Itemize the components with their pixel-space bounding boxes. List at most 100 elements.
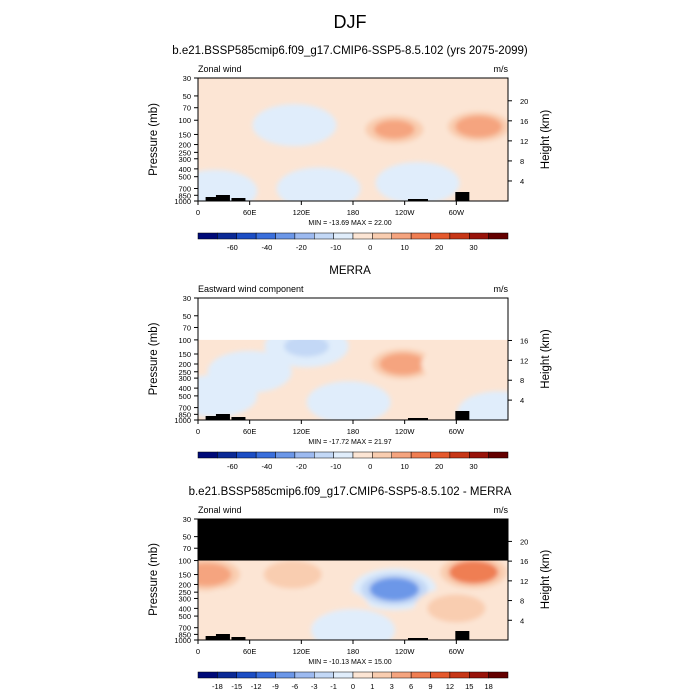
topography-mark bbox=[205, 197, 220, 201]
topography-mark bbox=[215, 634, 230, 640]
min-max-stats: MIN = -13.69 MAX = 22.00 bbox=[308, 220, 391, 227]
colorbar-swatch bbox=[391, 671, 412, 679]
x-tick-label: 180 bbox=[347, 427, 360, 436]
colorbar-label: 1 bbox=[370, 682, 374, 691]
colorbar-swatch bbox=[197, 671, 218, 679]
y-tick-label: 300 bbox=[178, 155, 191, 164]
contour-fill bbox=[383, 355, 423, 374]
colorbar-swatch bbox=[469, 671, 489, 679]
colorbar-swatch bbox=[449, 451, 470, 459]
panel-title: b.e21.BSSP585cmip6.f09_g17.CMIP6-SSP5-8.… bbox=[172, 45, 528, 57]
colorbar-swatch bbox=[372, 671, 392, 679]
colorbar-label: 18 bbox=[484, 682, 492, 691]
contour-fill bbox=[438, 352, 488, 376]
panel-left-label: Zonal wind bbox=[198, 64, 242, 74]
colorbar-swatch bbox=[372, 451, 392, 459]
panel-units: m/s bbox=[494, 505, 509, 515]
contour-fill bbox=[263, 560, 322, 589]
contour-fill bbox=[306, 381, 391, 420]
colorbar-label: -12 bbox=[251, 682, 262, 691]
plot-area bbox=[198, 78, 508, 201]
y-tick-label: 500 bbox=[178, 173, 191, 182]
contour-fill bbox=[198, 562, 232, 587]
colorbar-swatch bbox=[391, 232, 412, 240]
x-tick-label: 120E bbox=[293, 427, 311, 436]
colorbar: -18 -15 -12 -9 -6 -3 -1 0 1 3 6 9 12 15 18 bbox=[197, 671, 509, 691]
y-tick-label: 30 bbox=[183, 74, 191, 83]
y-tick-label: 200 bbox=[178, 360, 191, 369]
colorbar-swatch bbox=[197, 232, 218, 240]
colorbar-swatch bbox=[236, 671, 257, 679]
colorbar-label: 30 bbox=[469, 462, 477, 471]
colorbar-label: 0 bbox=[368, 243, 372, 252]
x-tick-label: 120W bbox=[395, 208, 416, 217]
colorbar-swatch bbox=[333, 451, 354, 459]
colorbar: -60 -40 -20 -10 0 10 20 30 bbox=[197, 451, 509, 471]
y2-tick-label: 4 bbox=[520, 616, 524, 625]
colorbar-label: 0 bbox=[368, 462, 372, 471]
y-axis-label: Pressure (mb) bbox=[148, 543, 160, 616]
contour-fill bbox=[457, 391, 508, 420]
topography-mark bbox=[455, 192, 470, 201]
y-tick-label: 850 bbox=[178, 191, 191, 200]
colorbar-swatch bbox=[217, 671, 237, 679]
colorbar-swatch bbox=[314, 451, 334, 459]
colorbar-swatch bbox=[217, 232, 237, 240]
colorbar-swatch bbox=[488, 232, 509, 240]
y2-tick-label: 12 bbox=[520, 137, 528, 146]
contour-fill bbox=[375, 162, 460, 201]
colorbar-label: -20 bbox=[296, 462, 307, 471]
x-tick-label: 60E bbox=[243, 208, 256, 217]
y-tick-label: 100 bbox=[178, 116, 191, 125]
colorbar-swatch bbox=[449, 671, 470, 679]
plot-area bbox=[198, 519, 508, 640]
contour-fill bbox=[374, 120, 415, 139]
y-tick-label: 150 bbox=[178, 350, 191, 359]
contour-fill bbox=[198, 374, 258, 417]
colorbar-label: -10 bbox=[330, 243, 341, 252]
colorbar-label: 10 bbox=[400, 243, 408, 252]
panel-1: b.e21.BSSP585cmip6.f09_g17.CMIP6-SSP5-8.… bbox=[148, 45, 552, 252]
colorbar-swatch bbox=[314, 671, 334, 679]
y-tick-label: 1000 bbox=[174, 636, 191, 645]
topography-mark bbox=[205, 636, 220, 640]
colorbar-label: 9 bbox=[428, 682, 432, 691]
y-tick-label: 250 bbox=[178, 148, 191, 157]
colorbar-label: -1 bbox=[330, 682, 337, 691]
colorbar-swatch bbox=[236, 232, 257, 240]
topography-mark bbox=[231, 198, 246, 201]
colorbar-label: 12 bbox=[446, 682, 454, 691]
y2-tick-label: 8 bbox=[520, 376, 524, 385]
y2-tick-label: 8 bbox=[520, 597, 524, 606]
y2-tick-label: 16 bbox=[520, 557, 528, 566]
colorbar-label: 30 bbox=[469, 243, 477, 252]
topography-mark bbox=[414, 199, 428, 201]
colorbar-swatch bbox=[217, 451, 237, 459]
topography-mark bbox=[455, 411, 470, 420]
colorbar-label: -9 bbox=[272, 682, 279, 691]
y2-axis-label: Height (km) bbox=[540, 329, 552, 389]
colorbar-label: 3 bbox=[390, 682, 394, 691]
colorbar-swatch bbox=[294, 671, 315, 679]
colorbar-label: -40 bbox=[261, 243, 272, 252]
y2-axis-label: Height (km) bbox=[540, 550, 552, 610]
colorbar-label: 15 bbox=[465, 682, 473, 691]
panel-title: b.e21.BSSP585cmip6.f09_g17.CMIP6-SSP5-8.… bbox=[189, 486, 512, 498]
min-max-stats: MIN = -10.13 MAX = 15.00 bbox=[308, 659, 391, 666]
colorbar-swatch bbox=[469, 232, 489, 240]
colorbar-label: -18 bbox=[212, 682, 223, 691]
x-tick-label: 0 bbox=[196, 647, 200, 656]
colorbar-label: -3 bbox=[311, 682, 318, 691]
colorbar-swatch bbox=[294, 232, 315, 240]
y-tick-label: 300 bbox=[178, 594, 191, 603]
y-tick-label: 200 bbox=[178, 141, 191, 150]
x-tick-label: 60E bbox=[243, 427, 256, 436]
colorbar: -60 -40 -20 -10 0 10 20 30 bbox=[197, 232, 509, 252]
y-tick-label: 700 bbox=[178, 404, 191, 413]
min-max-stats: MIN = -17.72 MAX = 21.97 bbox=[308, 439, 391, 446]
y-tick-label: 400 bbox=[178, 604, 191, 613]
colorbar-swatch bbox=[255, 232, 276, 240]
x-tick-label: 120W bbox=[395, 647, 416, 656]
contour-fill bbox=[276, 167, 361, 201]
panel-units: m/s bbox=[494, 284, 509, 294]
